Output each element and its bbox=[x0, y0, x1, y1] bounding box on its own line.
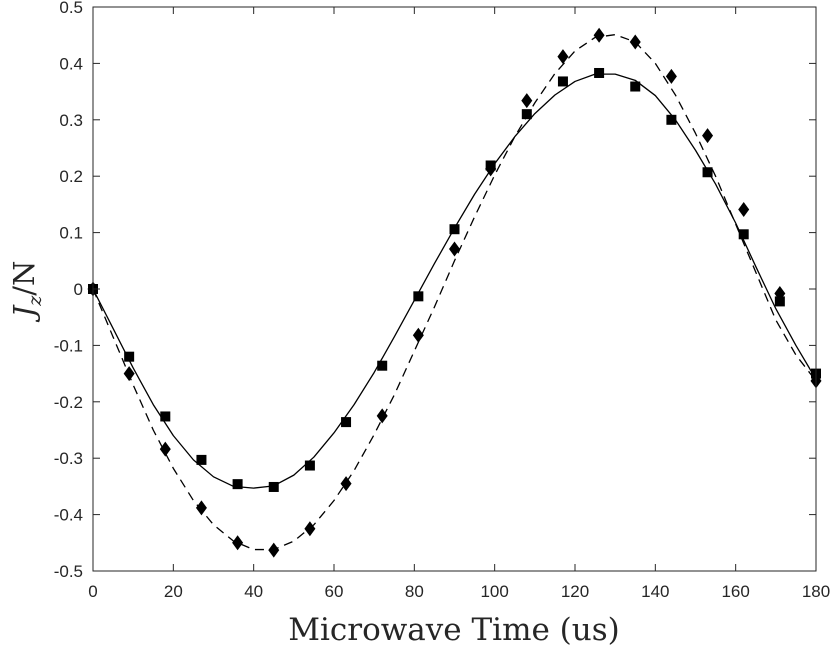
data-point-square bbox=[774, 296, 785, 307]
y-tick-label: 0.3 bbox=[59, 111, 83, 130]
y-tick-label: -0.2 bbox=[54, 393, 83, 412]
data-point-square bbox=[377, 360, 388, 371]
data-point-square bbox=[160, 411, 171, 422]
data-point-square bbox=[594, 67, 605, 78]
data-point-square bbox=[304, 460, 315, 471]
data-point-diamond bbox=[159, 441, 171, 457]
x-tick-label: 80 bbox=[405, 582, 424, 601]
data-point-square bbox=[666, 114, 677, 125]
y-axis-title-main: J bbox=[7, 304, 41, 322]
y-tick-label: 0.1 bbox=[59, 224, 83, 243]
x-tick-label: 160 bbox=[721, 582, 749, 601]
data-point-square bbox=[232, 479, 243, 490]
x-axis-title: Microwave Time (us) bbox=[288, 612, 619, 648]
x-axis-ticks: 0 20 40 60 80 100 120 140 160 180 bbox=[88, 7, 830, 601]
x-tick-label: 120 bbox=[561, 582, 589, 601]
y-tick-label: 0 bbox=[74, 280, 83, 299]
data-point-diamond bbox=[665, 68, 677, 84]
x-tick-label: 60 bbox=[325, 582, 344, 601]
data-point-square bbox=[413, 291, 424, 302]
data-point-square bbox=[738, 229, 749, 240]
data-point-square bbox=[702, 167, 713, 178]
data-point-square bbox=[268, 481, 279, 492]
data-point-diamond bbox=[521, 93, 533, 109]
data-point-square bbox=[521, 109, 532, 120]
data-point-diamond bbox=[593, 27, 605, 43]
data-point-diamond bbox=[702, 128, 714, 144]
data-point-square bbox=[124, 351, 135, 362]
y-tick-label: -0.1 bbox=[54, 336, 83, 355]
x-tick-label: 20 bbox=[164, 582, 183, 601]
data-point-diamond bbox=[195, 500, 207, 516]
data-markers bbox=[87, 27, 822, 558]
y-tick-label: -0.3 bbox=[54, 449, 83, 468]
y-tick-label: 0.4 bbox=[59, 54, 83, 73]
y-tick-label: 0.2 bbox=[59, 167, 83, 186]
data-point-diamond bbox=[774, 286, 786, 302]
data-point-diamond bbox=[485, 161, 497, 177]
y-axis-title: Jz/N bbox=[7, 261, 46, 323]
x-tick-label: 140 bbox=[641, 582, 669, 601]
x-tick-label: 0 bbox=[88, 582, 97, 601]
data-point-diamond bbox=[557, 49, 569, 65]
y-axis-title-subscript: z bbox=[24, 295, 46, 307]
plot-area bbox=[93, 7, 816, 571]
data-point-square bbox=[341, 417, 352, 428]
data-point-diamond bbox=[232, 535, 244, 551]
y-tick-label: -0.5 bbox=[54, 562, 83, 581]
data-point-diamond bbox=[123, 366, 135, 382]
x-tick-label: 100 bbox=[480, 582, 508, 601]
data-point-diamond bbox=[340, 476, 352, 492]
data-point-square bbox=[449, 224, 460, 235]
data-point-diamond bbox=[304, 521, 316, 537]
data-point-square bbox=[557, 76, 568, 87]
series-line-diamonds bbox=[92, 33, 817, 551]
y-axis-title-suffix: /N bbox=[7, 261, 41, 296]
data-point-square bbox=[630, 81, 641, 92]
data-point-diamond bbox=[449, 241, 460, 257]
x-tick-label: 180 bbox=[802, 582, 830, 601]
y-axis-ticks: 0.5 0.4 0.3 0.2 0.1 0 -0.1 -0.2 -0.3 -0.4 -0.5 bbox=[54, 0, 816, 581]
y-tick-label: -0.4 bbox=[54, 506, 83, 525]
data-point-diamond bbox=[738, 201, 750, 217]
data-point-diamond bbox=[376, 408, 388, 424]
data-point-diamond bbox=[629, 34, 641, 50]
x-tick-label: 40 bbox=[244, 582, 263, 601]
data-point-diamond bbox=[412, 327, 424, 343]
data-point-square bbox=[196, 454, 207, 465]
data-point-diamond bbox=[268, 542, 280, 558]
y-tick-label: 0.5 bbox=[59, 0, 83, 17]
